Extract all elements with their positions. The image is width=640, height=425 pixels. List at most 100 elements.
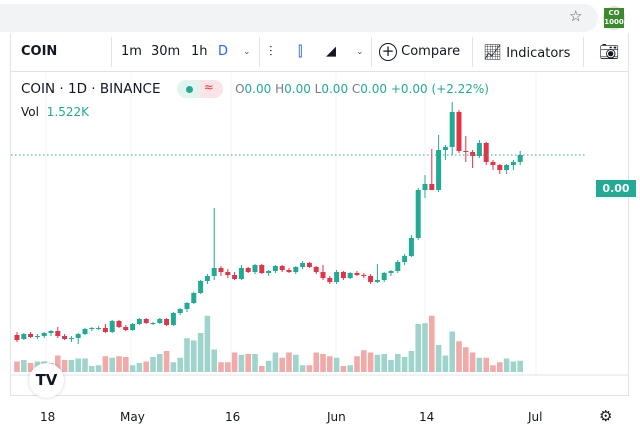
volume-bar [395,354,401,372]
volume-bar [313,352,319,372]
candle-body [259,265,265,273]
volume-legend: Vol 1.522K [21,105,90,119]
interval-1h[interactable]: 1h [191,44,208,59]
volume-bar [163,351,170,372]
candle-body [28,334,34,337]
candle-body [517,155,523,162]
volume-bar [408,351,415,372]
area-chart-icon[interactable]: ◢ [326,44,336,59]
candle-body [476,143,482,156]
volume-bar [204,315,211,372]
volume-bar [340,366,347,372]
candle-body [48,331,54,333]
time-label: 16 [225,410,241,424]
candle-body [136,319,142,324]
volume-bar [116,356,122,372]
volume-bar [497,362,503,372]
volume-bar [429,315,435,372]
volume-bar [503,358,510,372]
extension-icon[interactable]: CO 1000 [603,6,625,30]
volume-bar [27,363,34,372]
volume-bar [286,352,292,372]
indicators-button[interactable]: 📈︎ Indicators [483,33,570,71]
volume-bar [191,340,197,372]
volume-bar [157,354,163,372]
candle-body [286,270,292,272]
volume-bar [21,360,27,372]
candle-body [116,321,122,327]
tradingview-logo[interactable]: TV [29,363,64,398]
volume-bar [442,355,449,372]
volume-bar [347,365,353,372]
candle-body [150,323,156,324]
volume-bar [150,357,156,372]
candle-body [293,267,299,272]
symbol-title: COIN · 1D · BINANCE [21,81,161,97]
candle-body [204,276,210,281]
candle-body [395,262,401,271]
interval-30m[interactable]: 30m [151,44,181,59]
candle-body [388,271,394,273]
candles-chart-icon[interactable]: ⫿ [298,44,303,60]
delayed-icon: ≈ [203,80,214,94]
volume-bar [517,360,523,372]
candle-body [109,321,115,332]
candle-body [157,319,163,323]
candle-body [347,273,353,278]
candle-body [340,272,346,278]
candle-body [470,152,476,156]
interval-1m[interactable]: 1m [121,44,142,59]
volume-bar [469,352,476,372]
candle-body [41,333,47,336]
bars-chart-icon[interactable]: ⫶ [269,44,273,60]
volume-bar [374,354,381,372]
candle-body [497,165,503,170]
market-status-pill[interactable]: ≈ [176,80,223,98]
volume-bar [102,356,109,372]
volume-bar [245,354,251,372]
settings-gear-icon[interactable]: ⚙ [599,407,613,425]
volume-bar [422,323,428,372]
candle-body [96,328,102,329]
time-label: Jun [327,410,346,424]
candle-body [510,162,516,165]
candle-body [164,319,170,325]
volume-bar [170,362,177,372]
price-chart[interactable] [11,33,628,395]
volume-bar [89,366,95,372]
candle-body [238,268,244,279]
volume-bar [320,354,326,372]
volume-bar [449,331,455,372]
candle-body [368,276,374,282]
volume-bar [361,350,367,372]
interval-d[interactable]: D [218,44,229,59]
candle-body [327,278,333,282]
address-bar[interactable] [0,4,598,32]
volume-bar [279,357,285,372]
volume-bar [476,357,483,372]
volume-bar [272,352,279,372]
candle-body [252,265,258,272]
candle-body [14,335,20,340]
interval-chevron-down-icon[interactable]: ⌄ [243,47,251,57]
volume-bar [14,361,20,372]
volume-bar [435,345,442,372]
candle-body [422,184,428,190]
extension-badge-bottom: 1000 [604,18,624,26]
volume-bar [510,361,517,372]
chart-widget: COIN 1m 30m 1h D ⌄ ⫶ ⫿ ◢ ⌄ + Compare 📈︎ … [10,33,636,425]
candle-body [279,266,285,270]
candle-body [170,313,176,325]
candle-body [402,256,408,262]
compare-button[interactable]: + Compare [379,33,460,71]
bookmark-star-icon[interactable]: ☆ [569,7,583,25]
symbol-search[interactable]: COIN [21,44,58,59]
candle-body [191,293,197,303]
candle-body [177,309,183,313]
volume-bar [463,347,469,372]
camera-icon[interactable]: 📷︎ [599,42,620,61]
candle-body [21,334,27,339]
candle-body [198,281,204,293]
chart-type-chevron-down-icon[interactable]: ⌄ [356,47,364,57]
volume-bar [367,352,374,372]
